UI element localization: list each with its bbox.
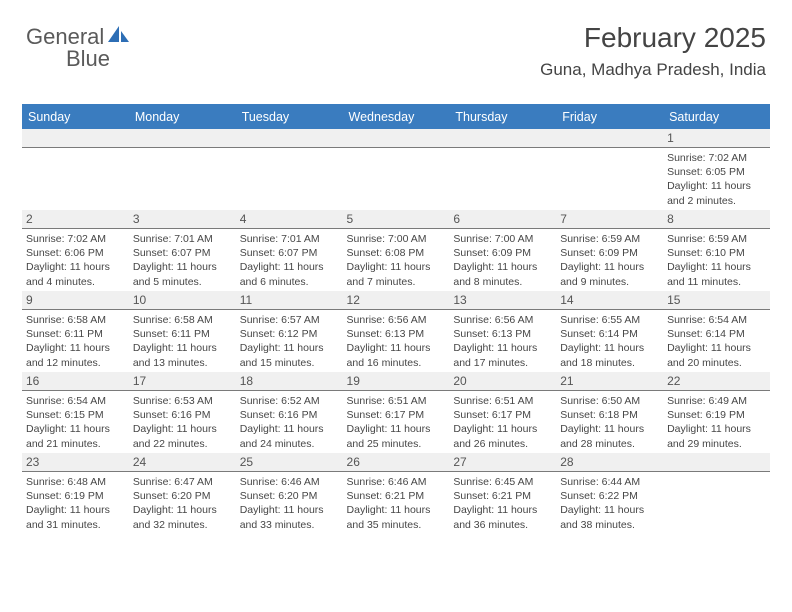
calendar-table: Sunday Monday Tuesday Wednesday Thursday… <box>22 104 770 534</box>
day-number: 14 <box>556 291 663 309</box>
header-right: February 2025 Guna, Madhya Pradesh, Indi… <box>540 22 766 80</box>
day-detail: Sunrise: 6:59 AM Sunset: 6:10 PM Dayligh… <box>663 229 770 291</box>
dow-monday: Monday <box>129 106 236 129</box>
dow-thursday: Thursday <box>449 106 556 129</box>
day-detail <box>663 472 770 534</box>
day-number: 9 <box>22 291 129 309</box>
day-detail: Sunrise: 7:02 AM Sunset: 6:05 PM Dayligh… <box>663 148 770 210</box>
day-detail: Sunrise: 6:52 AM Sunset: 6:16 PM Dayligh… <box>236 391 343 453</box>
day-detail: Sunrise: 6:53 AM Sunset: 6:16 PM Dayligh… <box>129 391 236 453</box>
dow-tuesday: Tuesday <box>236 106 343 129</box>
sail-icon <box>108 26 132 44</box>
day-detail <box>343 148 450 210</box>
week-detail-row: Sunrise: 7:02 AM Sunset: 6:05 PM Dayligh… <box>22 148 770 210</box>
day-detail: Sunrise: 6:54 AM Sunset: 6:14 PM Dayligh… <box>663 310 770 372</box>
day-number: 19 <box>343 372 450 390</box>
day-number: 18 <box>236 372 343 390</box>
day-detail: Sunrise: 6:51 AM Sunset: 6:17 PM Dayligh… <box>449 391 556 453</box>
day-detail: Sunrise: 7:01 AM Sunset: 6:07 PM Dayligh… <box>236 229 343 291</box>
day-number: 15 <box>663 291 770 309</box>
day-number: 7 <box>556 210 663 228</box>
day-detail: Sunrise: 6:55 AM Sunset: 6:14 PM Dayligh… <box>556 310 663 372</box>
day-detail: Sunrise: 6:57 AM Sunset: 6:12 PM Dayligh… <box>236 310 343 372</box>
week-daynum-row: 232425262728 <box>22 453 770 472</box>
day-number <box>236 129 343 147</box>
day-number: 2 <box>22 210 129 228</box>
day-number: 1 <box>663 129 770 147</box>
day-number: 22 <box>663 372 770 390</box>
day-detail: Sunrise: 6:56 AM Sunset: 6:13 PM Dayligh… <box>343 310 450 372</box>
day-detail: Sunrise: 7:02 AM Sunset: 6:06 PM Dayligh… <box>22 229 129 291</box>
day-number <box>22 129 129 147</box>
day-number: 23 <box>22 453 129 471</box>
day-of-week-header: Sunday Monday Tuesday Wednesday Thursday… <box>22 106 770 129</box>
day-number: 10 <box>129 291 236 309</box>
day-detail: Sunrise: 6:49 AM Sunset: 6:19 PM Dayligh… <box>663 391 770 453</box>
day-number: 8 <box>663 210 770 228</box>
day-detail: Sunrise: 7:01 AM Sunset: 6:07 PM Dayligh… <box>129 229 236 291</box>
day-detail: Sunrise: 6:58 AM Sunset: 6:11 PM Dayligh… <box>22 310 129 372</box>
day-detail <box>236 148 343 210</box>
day-number: 21 <box>556 372 663 390</box>
day-detail: Sunrise: 6:51 AM Sunset: 6:17 PM Dayligh… <box>343 391 450 453</box>
brand-text-b: Blue <box>66 46 110 72</box>
day-number: 27 <box>449 453 556 471</box>
day-detail: Sunrise: 6:50 AM Sunset: 6:18 PM Dayligh… <box>556 391 663 453</box>
day-detail: Sunrise: 6:46 AM Sunset: 6:21 PM Dayligh… <box>343 472 450 534</box>
brand-logo: General Blue <box>26 24 132 50</box>
day-detail: Sunrise: 6:44 AM Sunset: 6:22 PM Dayligh… <box>556 472 663 534</box>
dow-friday: Friday <box>556 106 663 129</box>
day-number <box>343 129 450 147</box>
day-detail: Sunrise: 6:48 AM Sunset: 6:19 PM Dayligh… <box>22 472 129 534</box>
day-number: 11 <box>236 291 343 309</box>
week-daynum-row: 16171819202122 <box>22 372 770 391</box>
day-detail <box>22 148 129 210</box>
week-daynum-row: 2345678 <box>22 210 770 229</box>
day-detail: Sunrise: 6:46 AM Sunset: 6:20 PM Dayligh… <box>236 472 343 534</box>
day-detail: Sunrise: 7:00 AM Sunset: 6:09 PM Dayligh… <box>449 229 556 291</box>
location-subtitle: Guna, Madhya Pradesh, India <box>540 60 766 80</box>
day-number: 17 <box>129 372 236 390</box>
day-number: 3 <box>129 210 236 228</box>
day-number <box>129 129 236 147</box>
day-number: 6 <box>449 210 556 228</box>
day-detail: Sunrise: 7:00 AM Sunset: 6:08 PM Dayligh… <box>343 229 450 291</box>
dow-saturday: Saturday <box>663 106 770 129</box>
week-daynum-row: 9101112131415 <box>22 291 770 310</box>
day-detail: Sunrise: 6:56 AM Sunset: 6:13 PM Dayligh… <box>449 310 556 372</box>
day-detail: Sunrise: 6:58 AM Sunset: 6:11 PM Dayligh… <box>129 310 236 372</box>
week-detail-row: Sunrise: 6:48 AM Sunset: 6:19 PM Dayligh… <box>22 472 770 534</box>
dow-sunday: Sunday <box>22 106 129 129</box>
day-detail <box>449 148 556 210</box>
day-detail: Sunrise: 6:54 AM Sunset: 6:15 PM Dayligh… <box>22 391 129 453</box>
day-detail <box>129 148 236 210</box>
dow-wednesday: Wednesday <box>343 106 450 129</box>
week-detail-row: Sunrise: 6:54 AM Sunset: 6:15 PM Dayligh… <box>22 391 770 453</box>
week-detail-row: Sunrise: 7:02 AM Sunset: 6:06 PM Dayligh… <box>22 229 770 291</box>
day-number <box>449 129 556 147</box>
day-number: 24 <box>129 453 236 471</box>
day-number: 5 <box>343 210 450 228</box>
day-number: 20 <box>449 372 556 390</box>
week-daynum-row: 1 <box>22 129 770 148</box>
day-number: 13 <box>449 291 556 309</box>
day-detail: Sunrise: 6:47 AM Sunset: 6:20 PM Dayligh… <box>129 472 236 534</box>
day-number: 25 <box>236 453 343 471</box>
day-detail: Sunrise: 6:45 AM Sunset: 6:21 PM Dayligh… <box>449 472 556 534</box>
day-number: 26 <box>343 453 450 471</box>
day-detail <box>556 148 663 210</box>
day-number: 4 <box>236 210 343 228</box>
day-detail: Sunrise: 6:59 AM Sunset: 6:09 PM Dayligh… <box>556 229 663 291</box>
page-title: February 2025 <box>540 22 766 54</box>
day-number: 16 <box>22 372 129 390</box>
day-number: 28 <box>556 453 663 471</box>
day-number <box>556 129 663 147</box>
week-detail-row: Sunrise: 6:58 AM Sunset: 6:11 PM Dayligh… <box>22 310 770 372</box>
day-number: 12 <box>343 291 450 309</box>
day-number <box>663 453 770 471</box>
